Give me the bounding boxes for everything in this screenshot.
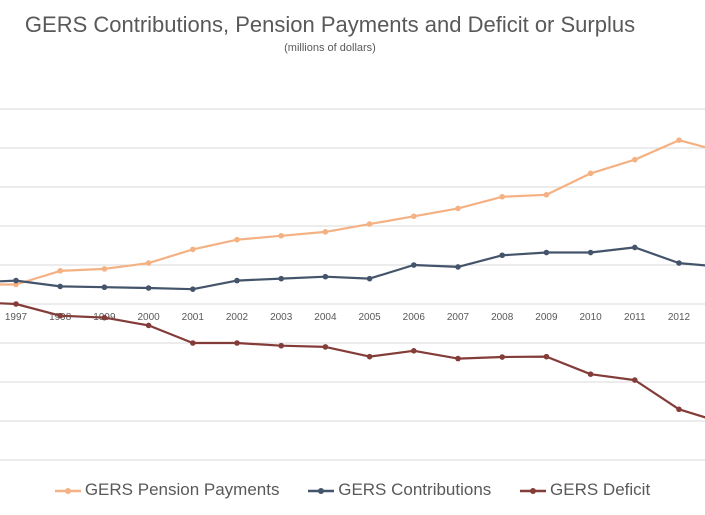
data-point-series-1 bbox=[543, 249, 550, 256]
data-point-series-2 bbox=[587, 371, 594, 378]
legend-item-contributions: GERS Contributions bbox=[308, 480, 491, 500]
data-point-series-2 bbox=[322, 344, 329, 350]
legend: GERS Pension Payments GERS Contributions… bbox=[0, 480, 705, 500]
legend-label-contributions: GERS Contributions bbox=[338, 480, 492, 499]
x-tick-label: 2000 bbox=[137, 312, 160, 323]
x-tick-label: 2010 bbox=[579, 312, 602, 323]
data-point-series-2 bbox=[278, 342, 285, 349]
x-tick-label: 2006 bbox=[403, 312, 426, 323]
legend-swatch-deficit bbox=[520, 487, 547, 494]
data-point-series-0 bbox=[13, 281, 19, 288]
x-tick-label: 2004 bbox=[314, 312, 337, 323]
data-point-series-2 bbox=[632, 377, 638, 383]
data-point-series-1 bbox=[145, 285, 152, 291]
legend-swatch-contributions bbox=[308, 487, 335, 494]
x-tick-label: 1997 bbox=[5, 312, 28, 323]
data-point-series-0 bbox=[145, 260, 152, 266]
data-point-series-1 bbox=[190, 286, 196, 292]
data-point-series-0 bbox=[234, 236, 240, 243]
data-point-series-1 bbox=[234, 277, 240, 284]
legend-item-pension-payments: GERS Pension Payments bbox=[54, 480, 280, 500]
data-point-series-0 bbox=[587, 170, 594, 177]
data-point-series-1 bbox=[587, 249, 594, 256]
chart-title: GERS Contributions, Pension Payments and… bbox=[24, 12, 636, 37]
data-point-series-2 bbox=[234, 340, 240, 346]
data-point-series-0 bbox=[499, 193, 506, 200]
data-point-series-0 bbox=[676, 137, 682, 143]
series-line-2 bbox=[0, 302, 705, 419]
data-point-series-2 bbox=[145, 322, 152, 329]
x-tick-label: 2001 bbox=[182, 312, 205, 323]
data-point-series-0 bbox=[322, 229, 329, 235]
legend-swatch-pension-payments bbox=[54, 487, 81, 494]
data-point-series-1 bbox=[499, 252, 506, 259]
chart-subtitle: (millions of dollars) bbox=[284, 42, 376, 54]
data-point-series-1 bbox=[632, 244, 638, 251]
data-point-series-0 bbox=[366, 221, 373, 227]
x-tick-label: 2002 bbox=[226, 312, 249, 323]
legend-item-deficit: GERS Deficit bbox=[520, 480, 650, 500]
x-tick-label: 2012 bbox=[668, 312, 691, 323]
x-tick-label: 2003 bbox=[270, 312, 293, 323]
legend-label-pension-payments: GERS Pension Payments bbox=[84, 480, 280, 499]
data-point-series-0 bbox=[190, 246, 196, 253]
x-tick-label: 2009 bbox=[535, 312, 558, 323]
x-tick-label: 2007 bbox=[447, 312, 470, 323]
data-point-series-2 bbox=[101, 314, 108, 321]
legend-label-deficit: GERS Deficit bbox=[550, 480, 651, 499]
data-point-series-1 bbox=[411, 262, 417, 268]
data-point-series-0 bbox=[278, 232, 285, 239]
data-point-series-2 bbox=[366, 353, 373, 360]
series-line-1 bbox=[0, 246, 705, 291]
data-point-series-1 bbox=[278, 275, 285, 282]
data-point-series-0 bbox=[632, 156, 638, 163]
data-point-series-1 bbox=[455, 264, 461, 270]
data-point-series-2 bbox=[411, 348, 417, 354]
data-point-series-0 bbox=[543, 192, 550, 198]
data-point-series-1 bbox=[57, 283, 63, 290]
x-tick-label: 2011 bbox=[624, 312, 646, 323]
data-point-series-1 bbox=[13, 277, 19, 284]
data-point-series-0 bbox=[101, 266, 108, 272]
data-point-series-2 bbox=[455, 355, 461, 362]
data-point-series-0 bbox=[411, 213, 417, 220]
data-point-series-1 bbox=[676, 260, 682, 266]
data-point-series-0 bbox=[57, 268, 63, 274]
data-point-series-2 bbox=[676, 406, 682, 413]
data-point-series-1 bbox=[101, 284, 108, 291]
data-point-series-0 bbox=[455, 205, 461, 212]
data-point-series-2 bbox=[190, 340, 196, 346]
data-point-series-2 bbox=[543, 353, 550, 360]
data-point-series-1 bbox=[322, 273, 329, 280]
data-point-series-2 bbox=[13, 301, 19, 307]
data-point-series-1 bbox=[366, 275, 373, 282]
series-line-0 bbox=[0, 139, 705, 286]
data-point-series-2 bbox=[57, 312, 63, 319]
x-tick-label: 2005 bbox=[358, 312, 381, 323]
x-tick-label: 2008 bbox=[491, 312, 514, 323]
data-point-series-2 bbox=[499, 354, 506, 360]
